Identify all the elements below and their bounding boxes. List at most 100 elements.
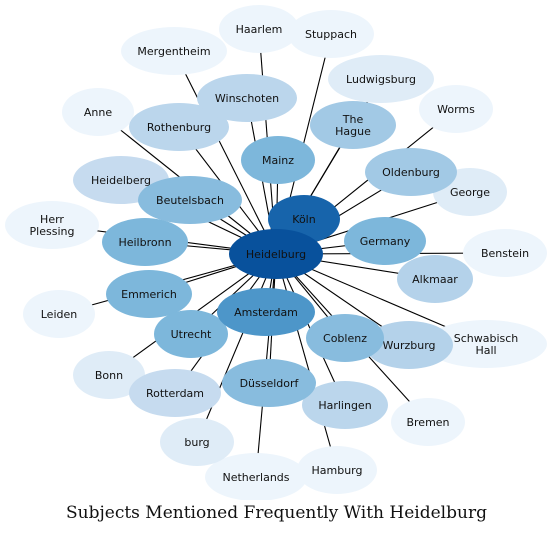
node-winschoten: Winschoten bbox=[197, 74, 297, 122]
node-label: Benstein bbox=[481, 247, 529, 260]
node-beutelsbach: Beutelsbach bbox=[138, 176, 242, 224]
node-label: Wurzburg bbox=[382, 339, 435, 352]
node-harlingen: Harlingen bbox=[302, 381, 388, 429]
node-ellipse bbox=[121, 27, 227, 75]
node-anne: Anne bbox=[62, 88, 134, 136]
node-ellipse bbox=[102, 218, 188, 266]
node-label: Plessing bbox=[30, 225, 75, 238]
node-dusseldorf: Düsseldorf bbox=[222, 359, 316, 407]
node-haarlem: Haarlem bbox=[219, 5, 299, 53]
node-ellipse bbox=[106, 270, 192, 318]
node-ellipse bbox=[62, 88, 134, 136]
node-label: Rotterdam bbox=[146, 387, 204, 400]
node-ellipse bbox=[297, 446, 377, 494]
node-oldenburg: Oldenburg bbox=[365, 148, 457, 196]
network-diagram: Mergentheim Haarlem Stuppach Worms Anne HerrP… bbox=[5, 5, 547, 500]
node-mainz: Mainz bbox=[241, 136, 315, 184]
node-label: Heidelberg bbox=[91, 174, 151, 187]
node-label: Amsterdam bbox=[234, 306, 298, 319]
node-label: Beutelsbach bbox=[156, 194, 224, 207]
node-ellipse bbox=[365, 321, 453, 369]
node-coblenz: Coblenz bbox=[306, 314, 384, 362]
node-label: Ludwigsburg bbox=[346, 73, 416, 86]
node-hamburg: Hamburg bbox=[297, 446, 377, 494]
node-bonn: Bonn bbox=[73, 351, 145, 399]
node-label: Utrecht bbox=[171, 328, 212, 341]
node-label: Winschoten bbox=[215, 92, 279, 105]
node-benstein: Benstein bbox=[463, 229, 547, 277]
node-ellipse bbox=[310, 101, 396, 149]
node-ellipse bbox=[344, 217, 426, 265]
node-label: Köln bbox=[292, 213, 315, 226]
node-ellipse bbox=[217, 288, 315, 336]
node-germany: Germany bbox=[344, 217, 426, 265]
node-ellipse bbox=[397, 255, 473, 303]
node-ellipse bbox=[73, 351, 145, 399]
node-stuppach: Stuppach bbox=[288, 10, 374, 58]
node-ellipse bbox=[302, 381, 388, 429]
node-ellipse bbox=[306, 314, 384, 362]
node-label: George bbox=[450, 186, 490, 199]
node-ellipse bbox=[197, 74, 297, 122]
node-label: Leiden bbox=[41, 308, 78, 321]
node-ellipse bbox=[205, 453, 307, 500]
node-layer: Mergentheim Haarlem Stuppach Worms Anne HerrP… bbox=[5, 5, 547, 500]
node-label: Mergentheim bbox=[137, 45, 210, 58]
node-amsterdam: Amsterdam bbox=[217, 288, 315, 336]
node-label: Alkmaar bbox=[412, 273, 458, 286]
node-ellipse bbox=[463, 229, 547, 277]
node-label: Harlingen bbox=[318, 399, 371, 412]
node-label: Hall bbox=[475, 344, 496, 357]
node-ellipse bbox=[5, 201, 99, 249]
edge-burg bbox=[196, 253, 277, 443]
node-ellipse bbox=[160, 418, 234, 466]
node-label: Netherlands bbox=[222, 471, 289, 484]
node-ellipse bbox=[419, 85, 493, 133]
node-ellipse bbox=[391, 398, 465, 446]
node-utrecht: Utrecht bbox=[154, 310, 228, 358]
node-ellipse bbox=[129, 369, 221, 417]
node-heilbronn: Heilbronn bbox=[102, 218, 188, 266]
node-ellipse bbox=[154, 310, 228, 358]
node-label: Haarlem bbox=[236, 23, 283, 36]
node-label: Heilbronn bbox=[118, 236, 171, 249]
node-ellipse bbox=[138, 176, 242, 224]
node-leiden: Leiden bbox=[23, 290, 95, 338]
node-label: Düsseldorf bbox=[240, 377, 300, 390]
edge-hamburg bbox=[275, 253, 338, 471]
node-ellipse bbox=[365, 148, 457, 196]
node-label: Heidelburg bbox=[246, 248, 306, 261]
diagram-title: Subjects Mentioned Frequently With Heide… bbox=[66, 503, 487, 523]
node-wurzburg: Wurzburg bbox=[365, 321, 453, 369]
node-alkmaar: Alkmaar bbox=[397, 255, 473, 303]
node-ellipse bbox=[328, 55, 434, 103]
node-label: Bremen bbox=[406, 416, 449, 429]
node-ellipse bbox=[219, 5, 299, 53]
node-ludwigsburg: Ludwigsburg bbox=[328, 55, 434, 103]
node-rothenburg: Rothenburg bbox=[129, 103, 229, 151]
node-label: Coblenz bbox=[323, 332, 367, 345]
node-netherlands: Netherlands bbox=[205, 453, 307, 500]
node-label: Emmerich bbox=[121, 288, 177, 301]
node-ellipse bbox=[23, 290, 95, 338]
node-ellipse bbox=[222, 359, 316, 407]
node-ellipse bbox=[129, 103, 229, 151]
node-emmerich: Emmerich bbox=[106, 270, 192, 318]
node-label: Herr bbox=[40, 213, 64, 226]
node-mergentheim: Mergentheim bbox=[121, 27, 227, 75]
node-label: Hamburg bbox=[312, 464, 363, 477]
node-label: Schwabisch bbox=[454, 332, 519, 345]
node-label: Bonn bbox=[95, 369, 123, 382]
node-label: Rothenburg bbox=[147, 121, 211, 134]
node-label: burg bbox=[184, 436, 209, 449]
node-ellipse bbox=[229, 229, 323, 279]
node-burg: burg bbox=[160, 418, 234, 466]
edge-mergentheim bbox=[173, 50, 277, 255]
node-label: Germany bbox=[360, 235, 411, 248]
node-rotterdam: Rotterdam bbox=[129, 369, 221, 417]
node-label: Stuppach bbox=[305, 28, 357, 41]
node-ellipse bbox=[288, 10, 374, 58]
node-worms: Worms bbox=[419, 85, 493, 133]
